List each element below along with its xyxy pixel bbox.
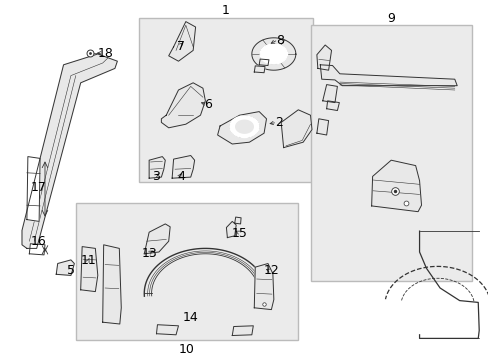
Polygon shape — [156, 325, 178, 335]
Polygon shape — [320, 65, 456, 86]
Polygon shape — [168, 22, 195, 61]
Polygon shape — [326, 101, 339, 111]
Polygon shape — [102, 245, 121, 324]
Text: 12: 12 — [263, 264, 279, 277]
Text: 10: 10 — [179, 343, 194, 356]
Polygon shape — [172, 156, 194, 178]
Text: 13: 13 — [141, 247, 157, 260]
Polygon shape — [29, 244, 45, 255]
Text: 5: 5 — [67, 264, 75, 276]
Text: 11: 11 — [81, 255, 97, 267]
Text: 14: 14 — [183, 311, 198, 324]
Text: 17: 17 — [30, 181, 46, 194]
Polygon shape — [161, 83, 205, 128]
Polygon shape — [149, 157, 165, 178]
Text: 15: 15 — [231, 227, 247, 240]
Polygon shape — [226, 221, 236, 238]
Polygon shape — [234, 217, 241, 224]
Text: 8: 8 — [275, 34, 283, 47]
Text: 16: 16 — [30, 235, 46, 248]
Text: 6: 6 — [203, 98, 211, 111]
Polygon shape — [217, 112, 266, 144]
Bar — [76, 203, 298, 340]
Bar — [139, 18, 312, 182]
Text: 9: 9 — [386, 12, 394, 24]
Polygon shape — [251, 38, 295, 70]
Polygon shape — [144, 224, 170, 254]
Polygon shape — [281, 110, 311, 148]
Polygon shape — [316, 45, 331, 70]
Text: 2: 2 — [274, 116, 282, 129]
Polygon shape — [259, 59, 268, 66]
Text: 18: 18 — [97, 47, 113, 60]
Polygon shape — [260, 44, 287, 64]
Text: 3: 3 — [152, 170, 160, 183]
Polygon shape — [229, 116, 259, 138]
Polygon shape — [254, 66, 264, 73]
Polygon shape — [371, 160, 421, 212]
Polygon shape — [56, 260, 74, 275]
Polygon shape — [22, 54, 117, 248]
Text: 1: 1 — [222, 4, 229, 17]
Polygon shape — [232, 326, 253, 336]
Polygon shape — [235, 120, 253, 133]
Polygon shape — [81, 247, 98, 292]
Text: 7: 7 — [177, 40, 184, 53]
Text: 4: 4 — [177, 170, 184, 183]
Bar — [310, 25, 471, 281]
Polygon shape — [254, 264, 273, 310]
Polygon shape — [27, 157, 40, 221]
Polygon shape — [322, 85, 337, 103]
Polygon shape — [316, 119, 328, 135]
